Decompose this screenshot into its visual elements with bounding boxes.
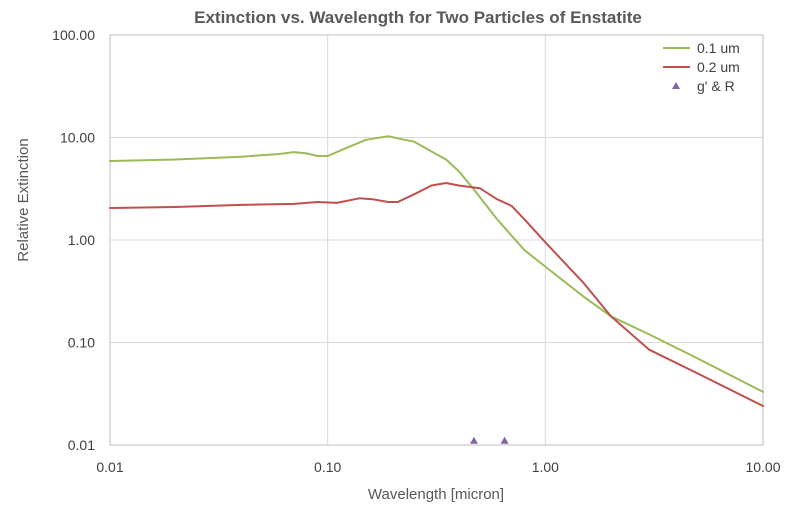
x-tick-label: 0.01 [96, 459, 123, 475]
y-tick-label: 0.01 [68, 437, 95, 453]
legend-label-0-1-um: 0.1 um [697, 40, 740, 56]
series-marker-g-r [469, 436, 478, 444]
chart-title: Extinction vs. Wavelength for Two Partic… [194, 8, 642, 27]
grid-lines [109, 34, 764, 446]
x-tick-label: 1.00 [532, 459, 559, 475]
legend-swatch-g-r [672, 82, 680, 89]
legend-label-0-2-um: 0.2 um [697, 59, 740, 75]
x-tick-label: 10.00 [745, 459, 780, 475]
tick-labels: 0.01 0.10 1.00 10.00 0.01 0.10 1.00 10.00 100.00 [52, 27, 781, 475]
x-tick-label: 0.10 [314, 459, 341, 475]
series-line-0-2-um [109, 182, 764, 407]
series-marker-g-r [500, 436, 509, 444]
y-axis-title: Relative Extinction [15, 138, 32, 261]
x-axis-title: Wavelength [micron] [368, 486, 504, 503]
legend: 0.1 um 0.2 um g' & R [663, 40, 740, 94]
legend-label-g-r: g' & R [697, 78, 735, 94]
series-line-0-1-um [109, 135, 764, 393]
plot-frame [109, 34, 764, 446]
y-tick-label: 100.00 [52, 27, 95, 43]
y-tick-label: 0.10 [68, 335, 95, 351]
y-tick-label: 10.00 [60, 130, 95, 146]
series-layer [109, 135, 764, 444]
y-tick-label: 1.00 [68, 232, 95, 248]
